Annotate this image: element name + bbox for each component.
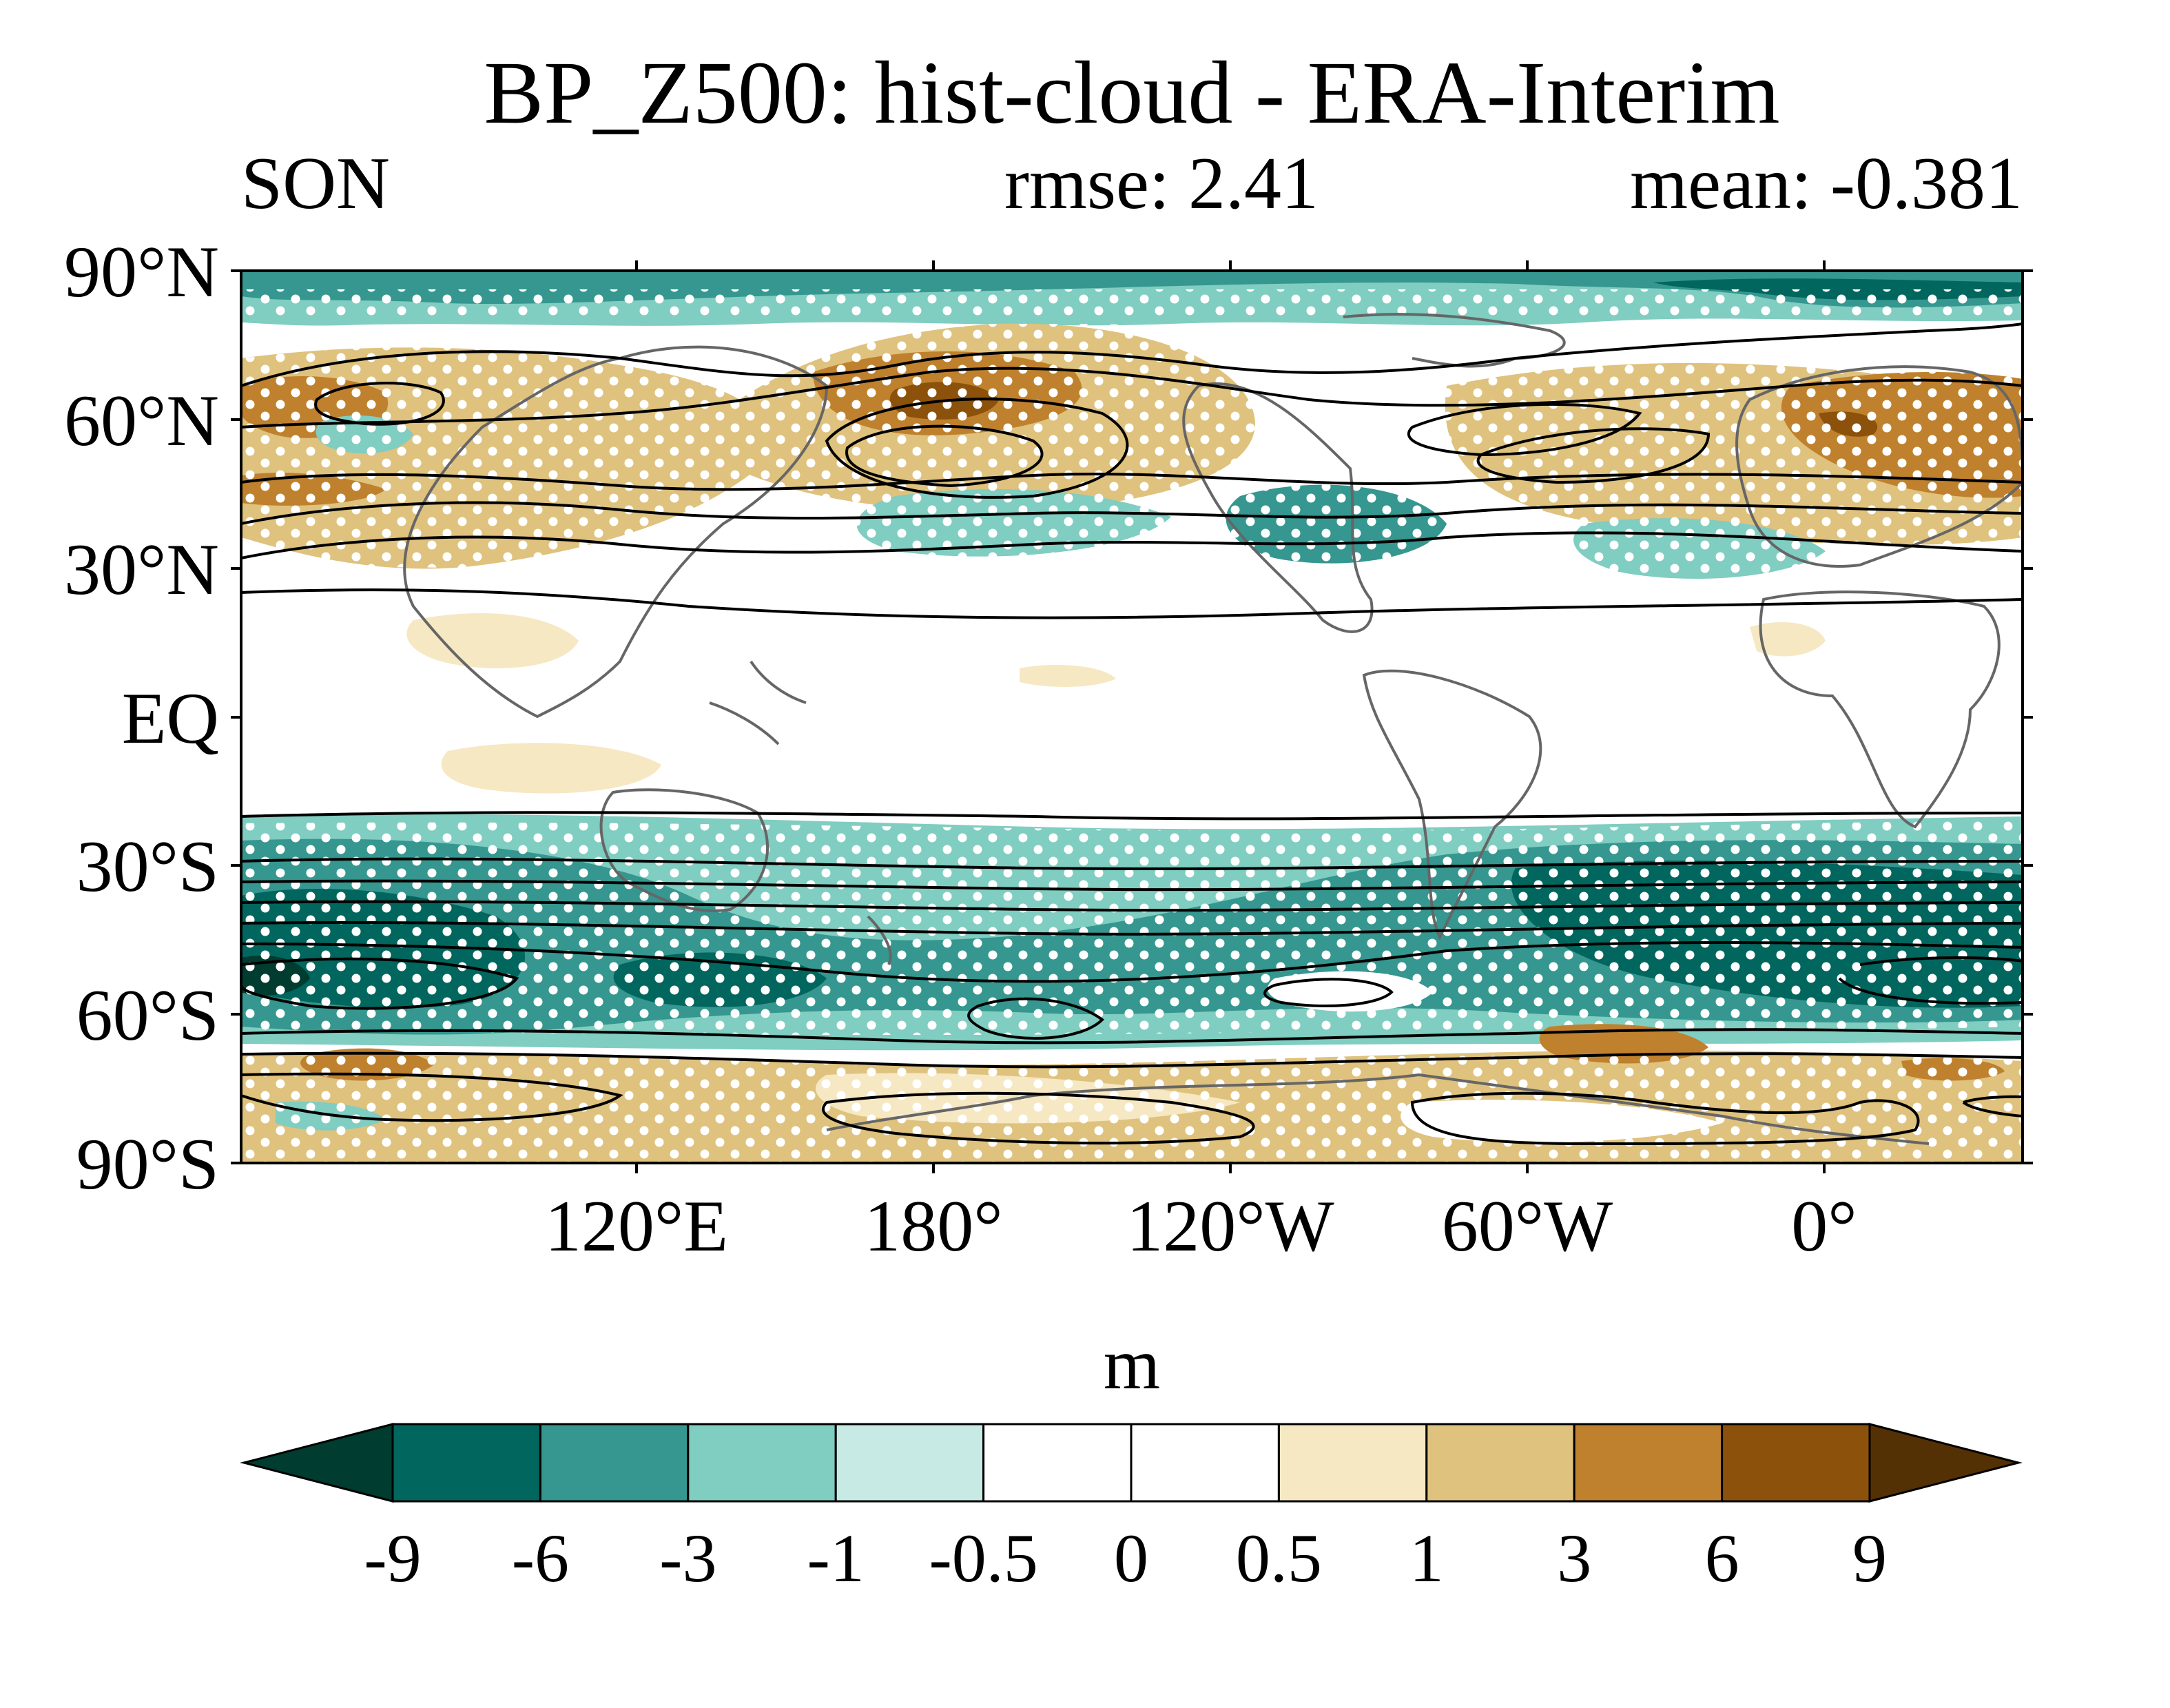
colorbar-tick-label: 9	[1852, 1520, 1887, 1596]
colorbar-tick-label: -3	[659, 1520, 716, 1596]
lon-label: 180°	[864, 1186, 1002, 1266]
colorbar-swatch	[1277, 1423, 1428, 1503]
lat-label: 90°S	[76, 1124, 219, 1204]
colorbar-swatch	[391, 1423, 541, 1503]
latitude-labels: 90°N 60°N 30°N EQ 30°S 60°S 90°S	[64, 231, 219, 1204]
lat-label: 30°S	[76, 826, 219, 907]
colorbar-tick-label: 1	[1409, 1520, 1444, 1596]
colorbar-swatch	[1721, 1423, 1871, 1503]
colorbar-swatch	[1573, 1423, 1724, 1503]
colorbar-swatch	[687, 1423, 837, 1503]
stipple-sh	[241, 820, 2023, 1036]
shading-tropics-4	[1020, 665, 1116, 687]
colorbar-min-arrow	[240, 1423, 394, 1503]
climatology-contours	[241, 322, 2023, 1146]
lon-label: 120°W	[1126, 1186, 1334, 1266]
colorbar	[240, 1423, 2023, 1503]
longitude-labels: 120°E 180° 120°W 60°W 0°	[545, 1186, 1857, 1266]
shading-tropics-3	[1750, 621, 1826, 657]
lon-label: 0°	[1791, 1186, 1857, 1266]
colorbar-swatch	[1425, 1423, 1575, 1503]
colorbar-tick-label: 0.5	[1236, 1520, 1322, 1596]
map-ticks	[231, 260, 2033, 1173]
stipple-arctic	[241, 289, 2023, 317]
stipple-nh	[241, 324, 2023, 577]
lat-label: EQ	[122, 678, 219, 759]
colorbar-tick-label: -6	[512, 1520, 569, 1596]
lat-label: 60°S	[76, 975, 219, 1056]
colorbar-swatch	[539, 1423, 690, 1503]
colorbar-tick-label: 0	[1114, 1520, 1148, 1596]
stipple-ant	[241, 1054, 2023, 1163]
coastlines	[403, 313, 2023, 1145]
shading-tropics-1	[406, 613, 579, 668]
lat-label: 30°N	[64, 529, 219, 610]
rmse-label: rmse: 2.41	[1004, 143, 1319, 225]
colorbar-tick-label: 3	[1557, 1520, 1591, 1596]
colorbar-unit: m	[1104, 1324, 1160, 1404]
plot-title: BP_Z500: hist-cloud - ERA-Interim	[484, 43, 1779, 143]
shading-tropics-2	[441, 743, 661, 794]
lon-label: 60°W	[1442, 1186, 1613, 1266]
colorbar-tick-label: -1	[807, 1520, 865, 1596]
lat-label: 60°N	[64, 380, 219, 461]
season-label: SON	[241, 143, 390, 225]
lat-label: 90°N	[64, 231, 219, 312]
mean-label: mean: -0.381	[1630, 143, 2023, 225]
colorbar-swatch	[982, 1423, 1133, 1503]
lon-label: 120°E	[545, 1186, 728, 1266]
colorbar-swatch	[1130, 1423, 1280, 1503]
colorbar-labels: -9 -6 -3 -1 -0.5 0 0.5 1 3 6 9	[364, 1520, 1887, 1596]
colorbar-max-arrow	[1868, 1423, 2023, 1503]
map-panel	[241, 271, 2023, 1163]
colorbar-tick-label: -0.5	[929, 1520, 1037, 1596]
colorbar-tick-label: -9	[364, 1520, 421, 1596]
colorbar-swatch	[834, 1423, 985, 1503]
colorbar-tick-label: 6	[1705, 1520, 1739, 1596]
